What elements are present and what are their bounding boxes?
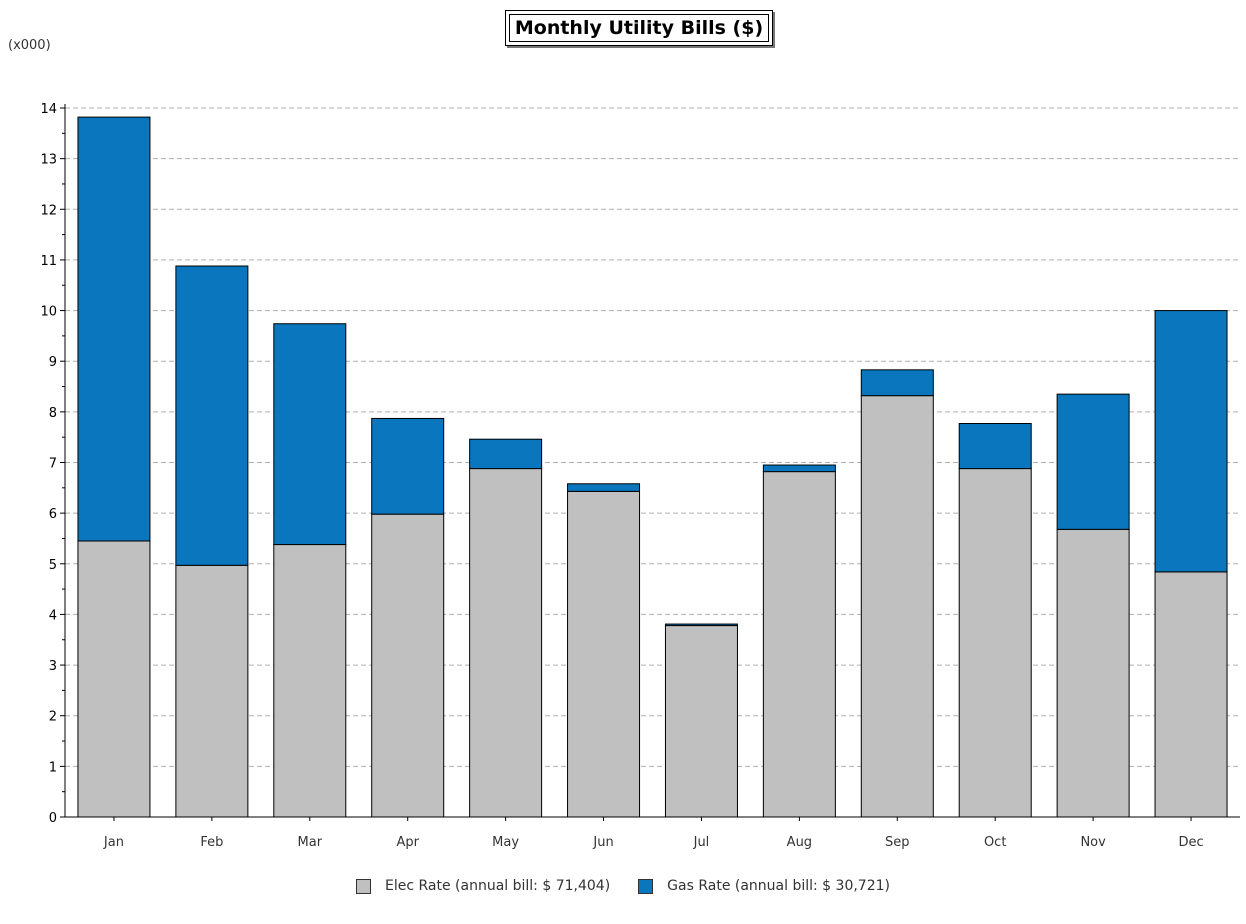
y-tick-label: 12	[40, 203, 57, 218]
bar-elec	[664, 625, 738, 818]
bar-elec	[762, 471, 836, 818]
x-tick-label: Jun	[592, 835, 613, 850]
bar-elec	[958, 468, 1032, 818]
bar-elec	[371, 513, 445, 818]
x-tick-label: Dec	[1178, 835, 1203, 850]
y-tick-label: 14	[40, 102, 57, 117]
y-tick-label: 13	[40, 153, 57, 168]
legend-swatch-elec	[356, 878, 371, 894]
bar-elec	[175, 564, 249, 818]
chart-title: Monthly Utility Bills ($)	[509, 14, 769, 42]
x-tick-label: May	[492, 835, 519, 850]
bar-elec	[860, 395, 934, 818]
legend-label-elec: Elec Rate (annual bill: $ 71,404)	[385, 878, 611, 894]
x-tick-label: Jul	[693, 835, 710, 850]
bar-elec	[1056, 528, 1130, 818]
bar-gas	[567, 483, 641, 492]
x-tick-label: Apr	[396, 835, 419, 850]
y-tick-label: 7	[49, 457, 57, 472]
x-tick-label: Aug	[787, 835, 812, 850]
y-tick-label: 8	[49, 406, 57, 421]
legend-label-gas: Gas Rate (annual bill: $ 30,721)	[667, 878, 890, 894]
bar-elec	[273, 544, 347, 818]
bar-gas	[1056, 393, 1130, 530]
legend-item-elec: Elec Rate (annual bill: $ 71,404)	[356, 878, 610, 894]
y-tick-label: 6	[49, 507, 57, 522]
bar-elec	[567, 490, 641, 818]
bar-gas	[273, 323, 347, 546]
bar-gas	[664, 623, 738, 627]
x-tick-label: Jan	[103, 835, 124, 850]
x-tick-label: Mar	[298, 835, 323, 850]
y-tick-label: 3	[49, 659, 57, 674]
chart-title-box: Monthly Utility Bills ($)	[505, 10, 773, 46]
x-tick-label: Nov	[1080, 835, 1106, 850]
bar-gas	[958, 423, 1032, 470]
legend-item-gas: Gas Rate (annual bill: $ 30,721)	[638, 878, 890, 894]
x-tick-label: Oct	[984, 835, 1006, 850]
y-axis-unit-label: (x000)	[8, 38, 51, 53]
x-tick-label: Sep	[885, 835, 910, 850]
y-tick-label: 10	[40, 305, 57, 320]
y-tick-label: 2	[49, 710, 57, 725]
y-tick-label: 0	[49, 811, 57, 826]
legend-swatch-gas	[638, 878, 654, 894]
bar-gas	[371, 417, 445, 515]
bar-elec	[1154, 571, 1228, 818]
y-tick-label: 4	[49, 608, 57, 623]
bar-gas	[175, 265, 249, 566]
bar-gas	[860, 369, 934, 397]
chart-legend: Elec Rate (annual bill: $ 71,404) Gas Ra…	[0, 872, 1246, 900]
bar-elec	[77, 540, 151, 818]
y-tick-label: 1	[49, 760, 57, 775]
y-tick-label: 5	[49, 558, 57, 573]
y-tick-label: 11	[40, 254, 57, 269]
y-tick-label: 9	[49, 355, 57, 370]
bar-gas	[762, 464, 836, 473]
bar-elec	[469, 468, 543, 818]
x-tick-label: Feb	[200, 835, 223, 850]
bar-gas	[77, 116, 151, 542]
bar-gas	[469, 438, 543, 470]
bar-gas	[1154, 310, 1228, 573]
